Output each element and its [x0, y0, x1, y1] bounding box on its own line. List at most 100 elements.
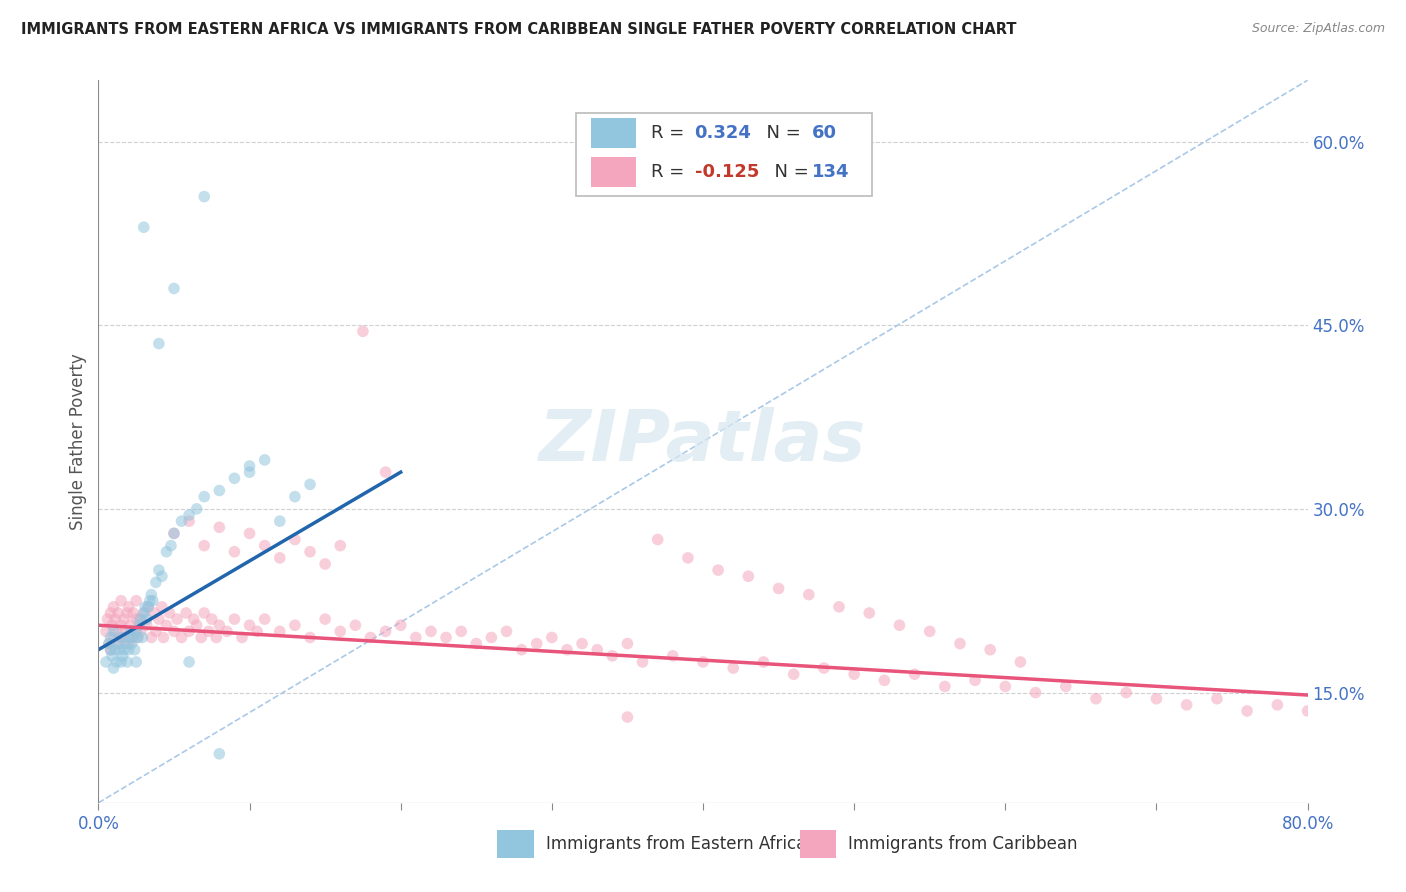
Point	[586, 642, 609, 657]
Point	[1085, 691, 1108, 706]
Point	[166, 612, 188, 626]
Point	[125, 593, 148, 607]
Point	[135, 612, 157, 626]
Point	[197, 624, 219, 639]
Text: Source: ZipAtlas.com: Source: ZipAtlas.com	[1251, 22, 1385, 36]
Text: N =: N =	[755, 124, 807, 142]
Point	[132, 220, 155, 235]
Point	[1144, 691, 1167, 706]
Point	[193, 606, 215, 620]
Point	[96, 612, 118, 626]
Point	[224, 612, 246, 626]
Point	[108, 642, 131, 657]
Point	[129, 612, 152, 626]
Bar	[591, 157, 637, 187]
Text: -0.125: -0.125	[695, 163, 759, 181]
Point	[186, 502, 208, 516]
Point	[155, 618, 177, 632]
Point	[965, 673, 987, 688]
Point	[314, 557, 336, 571]
Point	[108, 637, 131, 651]
Point	[118, 637, 141, 651]
Point	[344, 618, 367, 632]
Point	[844, 667, 866, 681]
Point	[692, 655, 714, 669]
Point	[269, 514, 291, 528]
Point	[314, 612, 336, 626]
Point	[707, 563, 730, 577]
Point	[737, 569, 759, 583]
Point	[374, 465, 396, 479]
Point	[450, 624, 472, 639]
Point	[125, 655, 148, 669]
Point	[1115, 685, 1137, 699]
Point	[526, 637, 548, 651]
Point	[1267, 698, 1289, 712]
Point	[201, 612, 224, 626]
Point	[111, 648, 134, 663]
Point	[193, 189, 215, 203]
Point	[125, 624, 148, 639]
Bar	[498, 830, 534, 858]
Point	[571, 637, 593, 651]
Point	[122, 606, 145, 620]
Point	[495, 624, 517, 639]
Point	[239, 465, 262, 479]
Point	[555, 642, 578, 657]
Text: 134: 134	[811, 163, 849, 181]
Point	[148, 612, 170, 626]
Point	[510, 642, 533, 657]
Point	[129, 624, 152, 639]
Point	[1054, 680, 1077, 694]
Point	[122, 631, 145, 645]
Point	[132, 606, 155, 620]
Point	[94, 624, 117, 639]
Point	[797, 588, 820, 602]
FancyBboxPatch shape	[576, 112, 872, 196]
Point	[299, 477, 322, 491]
Point	[1024, 685, 1046, 699]
Point	[141, 631, 163, 645]
Point	[100, 642, 122, 657]
Point	[253, 453, 276, 467]
Point	[934, 680, 956, 694]
Point	[111, 631, 134, 645]
Point	[125, 612, 148, 626]
Point	[661, 648, 683, 663]
Point	[299, 545, 322, 559]
Point	[145, 624, 167, 639]
Point	[160, 539, 183, 553]
Point	[269, 624, 291, 639]
Point	[145, 575, 167, 590]
Point	[112, 612, 135, 626]
Point	[131, 631, 153, 645]
Point	[124, 642, 146, 657]
Point	[239, 526, 262, 541]
Point	[979, 642, 1001, 657]
Text: Immigrants from Caribbean: Immigrants from Caribbean	[848, 835, 1077, 853]
Point	[127, 631, 149, 645]
Point	[107, 606, 129, 620]
Point	[114, 637, 136, 651]
Point	[208, 520, 231, 534]
Point	[858, 606, 880, 620]
Point	[647, 533, 669, 547]
Point	[239, 618, 262, 632]
Point	[949, 637, 972, 651]
Point	[163, 526, 186, 541]
Point	[152, 631, 174, 645]
Point	[100, 606, 122, 620]
Text: R =: R =	[651, 124, 690, 142]
Point	[374, 624, 396, 639]
Point	[135, 618, 157, 632]
Point	[602, 648, 624, 663]
Point	[120, 618, 142, 632]
Point	[828, 599, 851, 614]
Point	[103, 631, 125, 645]
Point	[142, 593, 165, 607]
Point	[1175, 698, 1198, 712]
Point	[118, 642, 141, 657]
Point	[190, 631, 212, 645]
Point	[420, 624, 443, 639]
Text: N =: N =	[763, 163, 815, 181]
